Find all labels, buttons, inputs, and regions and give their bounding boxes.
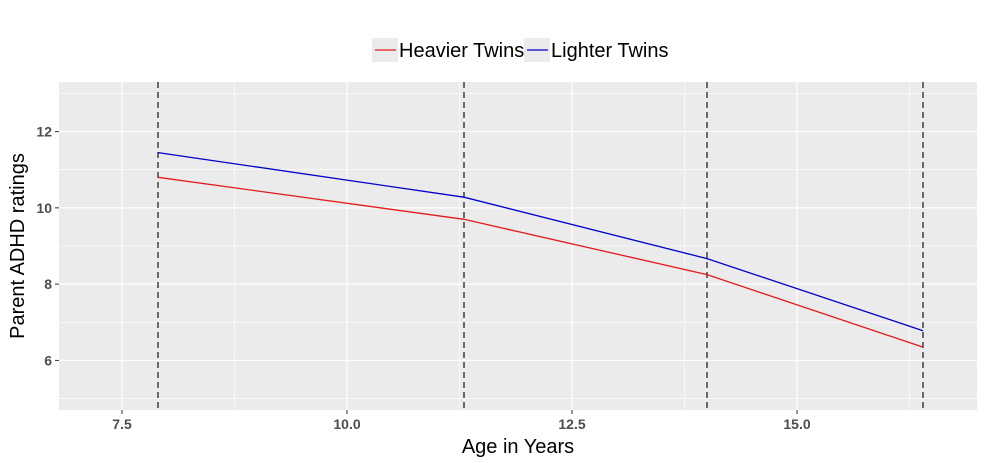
series-line-lighter: [157, 151, 924, 332]
series-line-heavier: [157, 176, 924, 348]
reference-lines: [157, 82, 924, 410]
series-lines: [157, 151, 924, 348]
grid-minor: [59, 82, 977, 410]
legend: Heavier Twins Lighter Twins: [372, 38, 668, 62]
legend-label-heavier: Heavier Twins: [399, 40, 524, 62]
x-tick-label: 15.0: [783, 416, 810, 432]
x-axis-title: Age in Years: [462, 436, 574, 458]
axis-ticks: 7.5 10.0 12.5 15.0 6 8 10 12: [36, 124, 810, 432]
y-tick-label: 10: [36, 200, 52, 216]
legend-entry-heavier: Heavier Twins: [372, 38, 524, 62]
x-tick-label: 7.5: [112, 416, 132, 432]
grid-major: [59, 82, 977, 410]
y-tick-label: 12: [36, 124, 52, 140]
x-tick-label: 10.0: [333, 416, 360, 432]
y-axis-title: Parent ADHD ratings: [7, 153, 29, 339]
x-tick-label: 12.5: [558, 416, 585, 432]
y-tick-label: 6: [44, 352, 52, 368]
y-tick-label: 8: [44, 276, 52, 292]
legend-entry-lighter: Lighter Twins: [524, 38, 668, 62]
legend-label-lighter: Lighter Twins: [551, 40, 668, 62]
